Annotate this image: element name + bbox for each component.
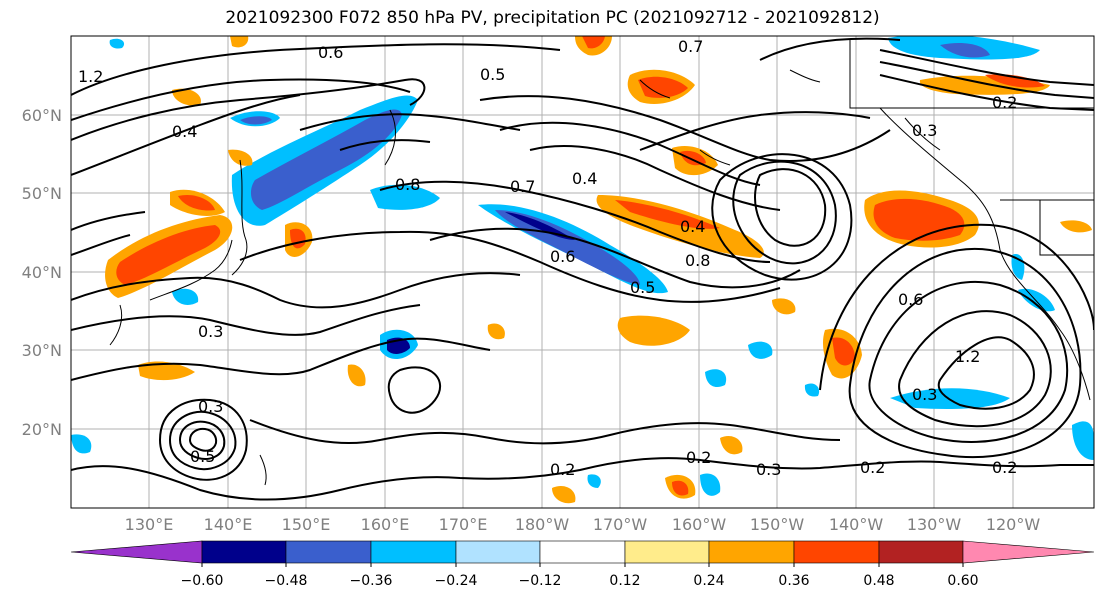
contour-label: 0.7: [510, 177, 535, 196]
colorbar-segment: [708, 540, 795, 564]
contour-label: 0.6: [898, 290, 923, 309]
colorbar-tick-label: 0.12: [609, 573, 640, 589]
colorbar-tick-label: −0.12: [519, 573, 562, 589]
colorbar-tick-label: −0.24: [435, 573, 478, 589]
colorbar-segment: [539, 540, 626, 564]
lat-label: 50°N: [22, 184, 62, 203]
map-title: 2021092300 F072 850 hPa PV, precipitatio…: [225, 8, 880, 28]
contour-label: 0.3: [198, 397, 223, 416]
colorbar-tick-label: 0.60: [947, 573, 978, 589]
contour-label: 0.4: [172, 122, 197, 141]
contour-label: 0.8: [685, 251, 710, 270]
lat-label: 40°N: [22, 263, 62, 282]
contour-label: 0.6: [550, 247, 575, 266]
colorbar-segment: [793, 540, 880, 564]
contour-label: 0.7: [678, 37, 703, 56]
lat-label: 60°N: [22, 106, 62, 125]
lon-label: 160°E: [361, 515, 410, 534]
precip-negative: [71, 36, 1094, 496]
contour-label: 0.3: [756, 460, 781, 479]
lon-label: 180°W: [515, 515, 570, 534]
lon-labels: 130°E 140°E 150°E 160°E 170°E 180°W 170°…: [125, 515, 1041, 534]
colorbar-tick-label: −0.60: [181, 573, 224, 589]
contour-label: 0.6: [318, 43, 343, 62]
lon-label: 120°W: [986, 515, 1041, 534]
colorbar-segment: [962, 540, 1095, 564]
colorbar-segment: [455, 540, 541, 564]
map-frame: [70, 35, 1095, 509]
colorbar: −0.60 −0.48 −0.36 −0.24 −0.12 0.12 0.24 0.36 0.4…: [70, 540, 1095, 589]
lon-label: 140°W: [829, 515, 884, 534]
lon-label: 130°E: [125, 515, 174, 534]
contour-labels: 0.6 0.7 0.5 0.4 1.2 0.8 0.7 0.4 0.6 0.5 …: [78, 37, 1017, 479]
colorbar-segments: [70, 540, 1095, 564]
contour-label: 0.5: [190, 447, 215, 466]
colorbar-segment: [370, 540, 457, 564]
contour-label: 1.2: [955, 347, 980, 366]
lon-label: 170°E: [439, 515, 488, 534]
lat-label: 20°N: [22, 420, 62, 439]
colorbar-ticks: −0.60 −0.48 −0.36 −0.24 −0.12 0.12 0.24 0.36 0.4…: [181, 563, 979, 589]
contour-label: 1.2: [78, 67, 103, 86]
contour-label: 0.4: [680, 217, 705, 236]
colorbar-tick-label: 0.24: [693, 573, 724, 589]
colorbar-tick-label: 0.36: [778, 573, 809, 589]
contour-label: 0.3: [198, 322, 223, 341]
contour-label: 0.2: [550, 460, 575, 479]
contour-label: 0.2: [992, 93, 1017, 112]
colorbar-segment: [624, 540, 710, 564]
precip-positive: [105, 36, 1092, 504]
colorbar-tick-label: −0.36: [350, 573, 393, 589]
contour-label: 0.5: [630, 278, 655, 297]
contour-label: 0.3: [912, 385, 937, 404]
lon-label: 140°E: [204, 515, 253, 534]
colorbar-tick-label: 0.48: [863, 573, 894, 589]
coastlines: [109, 40, 1094, 486]
contour-label: 0.2: [860, 458, 885, 477]
lon-label: 150°E: [282, 515, 331, 534]
contour-label: 0.5: [480, 65, 505, 84]
pv-contours: [71, 37, 1094, 501]
lon-label: 170°W: [593, 515, 648, 534]
colorbar-segment: [70, 540, 203, 564]
lon-label: 150°W: [750, 515, 805, 534]
lon-label: 130°W: [907, 515, 962, 534]
contour-label: 0.2: [992, 458, 1017, 477]
colorbar-segment: [201, 540, 287, 564]
colorbar-segment: [878, 540, 964, 564]
lat-label: 30°N: [22, 341, 62, 360]
contour-label: 0.8: [395, 175, 420, 194]
contour-label: 0.2: [686, 448, 711, 467]
contour-label: 0.4: [572, 169, 597, 188]
lon-label: 160°W: [672, 515, 727, 534]
contour-label: 0.3: [912, 121, 937, 140]
colorbar-tick-label: −0.48: [265, 573, 308, 589]
colorbar-segment: [285, 540, 372, 564]
lat-labels: 60°N 50°N 40°N 30°N 20°N: [22, 106, 62, 439]
